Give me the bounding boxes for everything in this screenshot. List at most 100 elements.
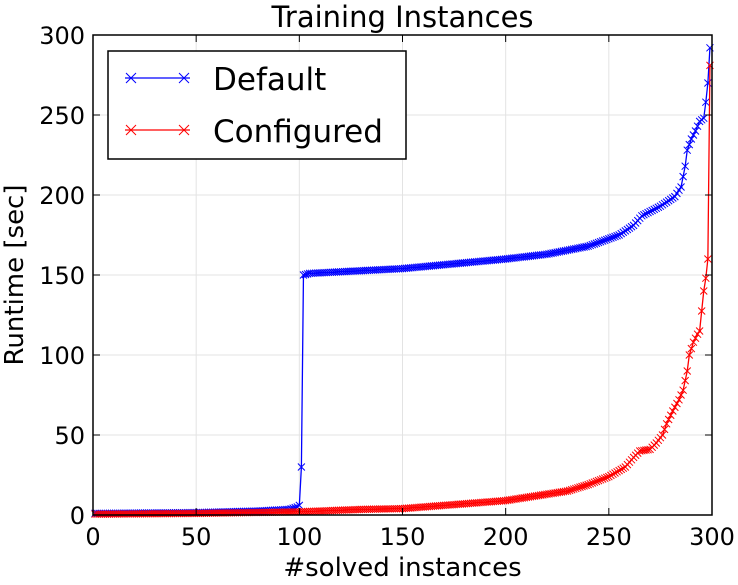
data-point bbox=[650, 205, 659, 214]
x-axis-label: #solved instances bbox=[283, 553, 521, 583]
data-point bbox=[600, 236, 609, 245]
data-point bbox=[602, 473, 611, 482]
data-point bbox=[607, 471, 615, 480]
data-point bbox=[648, 206, 657, 215]
data-point bbox=[642, 209, 650, 218]
data-point bbox=[586, 241, 595, 250]
data-point bbox=[586, 479, 595, 488]
legend-label: Configured bbox=[213, 114, 383, 150]
data-point bbox=[580, 482, 588, 490]
y-tick-label: 100 bbox=[39, 342, 85, 370]
data-point bbox=[578, 482, 586, 491]
data-point bbox=[582, 481, 590, 490]
data-point bbox=[588, 479, 597, 487]
data-point bbox=[569, 485, 578, 493]
legend: Default Configured bbox=[107, 50, 407, 160]
data-point bbox=[699, 287, 708, 295]
data-point bbox=[654, 203, 663, 212]
series-layer bbox=[91, 43, 714, 519]
data-point bbox=[576, 483, 584, 492]
legend-marker bbox=[178, 72, 190, 84]
data-point bbox=[602, 235, 611, 244]
data-point bbox=[611, 232, 619, 241]
axis-ticks: 0 50 100 150 200 250 300 0 50 100 150 200 250 300 bbox=[39, 22, 735, 551]
data-point bbox=[677, 391, 685, 399]
legend-marker bbox=[125, 124, 137, 136]
x-tick-label: 100 bbox=[276, 523, 322, 551]
y-tick-label: 150 bbox=[39, 262, 85, 290]
data-point bbox=[640, 210, 648, 219]
data-point bbox=[677, 183, 685, 191]
data-point bbox=[679, 172, 687, 181]
data-point bbox=[592, 477, 601, 486]
data-point bbox=[574, 483, 582, 492]
x-tick-label: 50 bbox=[181, 523, 212, 551]
data-point bbox=[613, 231, 621, 240]
data-point bbox=[590, 478, 599, 487]
data-point bbox=[607, 234, 615, 242]
chart-title: Training Instances bbox=[270, 0, 533, 34]
data-point bbox=[637, 211, 646, 220]
data-point bbox=[697, 307, 706, 315]
data-point bbox=[683, 367, 692, 375]
data-point bbox=[666, 411, 675, 420]
data-point bbox=[681, 376, 690, 385]
data-point bbox=[679, 386, 687, 395]
data-point bbox=[685, 351, 694, 359]
data-point bbox=[668, 407, 677, 415]
data-point bbox=[685, 140, 694, 149]
x-tick-label: 250 bbox=[586, 523, 632, 551]
data-point bbox=[691, 334, 700, 343]
y-tick-label: 50 bbox=[54, 422, 85, 450]
legend-marker bbox=[125, 72, 137, 84]
data-point bbox=[695, 327, 704, 335]
legend-box bbox=[107, 50, 407, 160]
data-point bbox=[584, 242, 593, 251]
data-point bbox=[683, 146, 692, 155]
data-point bbox=[675, 395, 683, 404]
x-tick-label: 200 bbox=[483, 523, 529, 551]
data-point bbox=[592, 239, 601, 248]
data-point bbox=[600, 474, 609, 483]
data-point bbox=[701, 274, 710, 283]
data-point bbox=[652, 204, 661, 213]
data-point bbox=[689, 131, 698, 139]
data-point bbox=[658, 431, 667, 439]
data-point bbox=[588, 240, 597, 249]
legend-entry-default: Default bbox=[125, 62, 326, 98]
data-point bbox=[673, 399, 681, 408]
data-point bbox=[598, 237, 607, 245]
data-point bbox=[611, 469, 619, 477]
data-point bbox=[699, 114, 708, 123]
x-tick-label: 150 bbox=[380, 523, 426, 551]
series-configured bbox=[91, 61, 714, 519]
data-point bbox=[689, 338, 698, 347]
data-point bbox=[596, 475, 605, 484]
data-point bbox=[295, 501, 304, 510]
legend-marker bbox=[178, 124, 190, 136]
data-point bbox=[693, 122, 702, 131]
data-point bbox=[598, 475, 607, 483]
data-point bbox=[644, 445, 652, 454]
y-tick-label: 300 bbox=[39, 22, 85, 50]
x-tick-label: 0 bbox=[85, 523, 100, 551]
data-point bbox=[687, 344, 696, 353]
data-point bbox=[565, 486, 574, 495]
data-point bbox=[594, 476, 603, 485]
data-point bbox=[664, 415, 673, 424]
data-point bbox=[297, 463, 306, 471]
data-point bbox=[594, 238, 603, 247]
data-point bbox=[701, 98, 710, 107]
data-point bbox=[662, 419, 671, 428]
data-point bbox=[567, 485, 576, 494]
data-point bbox=[571, 484, 580, 493]
legend-entry-configured: Configured bbox=[125, 114, 383, 150]
data-point bbox=[704, 255, 712, 263]
legend-label: Default bbox=[213, 62, 326, 98]
data-point bbox=[613, 467, 621, 476]
data-point bbox=[671, 403, 679, 412]
y-tick-label: 200 bbox=[39, 182, 85, 210]
data-point bbox=[609, 470, 617, 479]
y-axis-label: Runtime [sec] bbox=[0, 185, 30, 366]
